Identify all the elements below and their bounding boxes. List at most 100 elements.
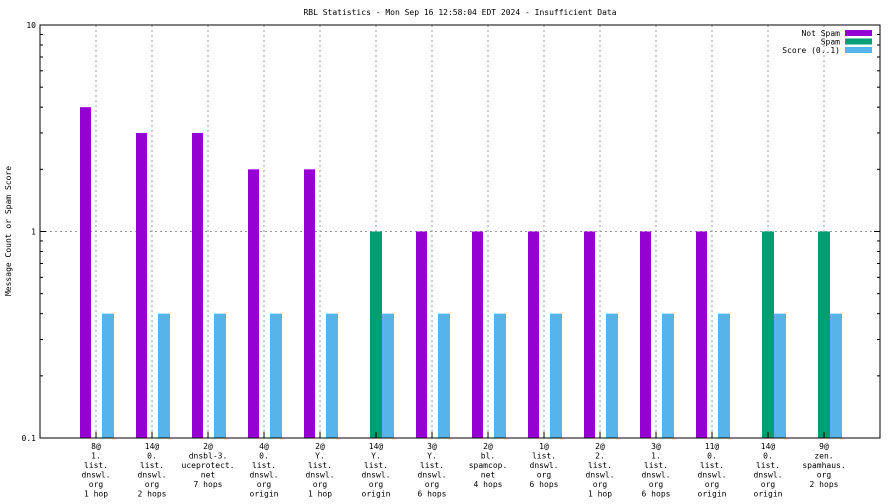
x-tick-label: list. bbox=[364, 461, 388, 470]
x-tick-label: 1 hop bbox=[84, 490, 108, 499]
bar-not-spam bbox=[584, 231, 595, 438]
bar-not-spam bbox=[416, 231, 427, 438]
bar-score- bbox=[326, 313, 338, 438]
bar-score- bbox=[102, 313, 114, 438]
x-tick-label: 2 hops bbox=[138, 490, 167, 499]
x-tick-label: origin bbox=[698, 490, 727, 499]
x-tick-label: list. bbox=[308, 461, 332, 470]
bar-score- bbox=[606, 313, 618, 438]
x-tick-label: 2@ bbox=[315, 442, 325, 451]
x-tick-label: dnswl. bbox=[586, 471, 615, 480]
x-tick-label: dnswl. bbox=[306, 471, 335, 480]
y-tick-label: 0.1 bbox=[22, 434, 37, 443]
x-tick-label: 3@ bbox=[427, 442, 437, 451]
x-tick-label: spamcop. bbox=[469, 461, 508, 470]
bar-not-spam bbox=[136, 132, 147, 438]
x-tick-label: list. bbox=[588, 461, 612, 470]
x-tick-label: dnswl. bbox=[418, 471, 447, 480]
bar-score- bbox=[214, 313, 226, 438]
x-tick-label: list. bbox=[84, 461, 108, 470]
x-tick-label: zen. bbox=[814, 452, 833, 461]
x-tick-label: 1 hop bbox=[308, 490, 332, 499]
x-tick-label: org bbox=[817, 471, 832, 480]
y-tick-label: 10 bbox=[26, 21, 36, 30]
bar-spam bbox=[370, 231, 382, 438]
bar-score- bbox=[550, 313, 562, 438]
x-tick-label: 11@ bbox=[705, 442, 720, 451]
x-tick-label: list. bbox=[420, 461, 444, 470]
bar-score- bbox=[382, 313, 394, 438]
x-tick-label: 7 hops bbox=[194, 480, 223, 489]
bar-not-spam bbox=[696, 231, 707, 438]
x-tick-label: origin bbox=[250, 490, 279, 499]
x-tick-label: 0. bbox=[763, 452, 773, 461]
x-tick-label: dnswl. bbox=[138, 471, 167, 480]
x-tick-label: list. bbox=[644, 461, 668, 470]
x-tick-label: 9@ bbox=[819, 442, 829, 451]
x-tick-label: 2@ bbox=[595, 442, 605, 451]
y-axis-label: Message Count or Spam Score bbox=[4, 166, 13, 296]
x-tick-label: 4@ bbox=[259, 442, 269, 451]
bar-score- bbox=[270, 313, 282, 438]
chart-title: RBL Statistics - Mon Sep 16 12:58:04 EDT… bbox=[303, 8, 616, 17]
x-tick-label: dnswl. bbox=[530, 461, 559, 470]
x-tick-label: org bbox=[425, 480, 440, 489]
x-tick-label: org bbox=[369, 480, 384, 489]
x-tick-label: org bbox=[89, 480, 104, 489]
bar-score- bbox=[494, 313, 506, 438]
x-tick-label: Y. bbox=[427, 452, 437, 461]
x-tick-label: Y. bbox=[371, 452, 381, 461]
x-tick-label: org bbox=[761, 480, 776, 489]
bar-score- bbox=[718, 313, 730, 438]
legend-label: Not Spam bbox=[801, 29, 840, 38]
bar-not-spam bbox=[472, 231, 483, 438]
x-tick-label: org bbox=[649, 480, 664, 489]
x-tick-label: origin bbox=[754, 490, 783, 499]
x-tick-label: 1. bbox=[91, 452, 101, 461]
legend-label: Score (0..1) bbox=[782, 46, 840, 55]
x-tick-label: org bbox=[537, 471, 552, 480]
legend-label: Spam bbox=[821, 38, 840, 47]
x-tick-label: 6 hops bbox=[530, 480, 559, 489]
x-tick-label: net bbox=[481, 471, 496, 480]
x-tick-label: spamhaus. bbox=[802, 461, 845, 470]
x-tick-label: dnswl. bbox=[250, 471, 279, 480]
x-tick-label: dnswl. bbox=[642, 471, 671, 480]
x-tick-label: org bbox=[705, 480, 720, 489]
x-tick-label: 6 hops bbox=[418, 490, 447, 499]
x-tick-label: bl. bbox=[481, 452, 495, 461]
x-tick-label: Y. bbox=[315, 452, 325, 461]
bar-not-spam bbox=[248, 169, 259, 438]
x-tick-label: 0. bbox=[707, 452, 717, 461]
x-tick-label: 2@ bbox=[483, 442, 493, 451]
bar-score- bbox=[662, 313, 674, 438]
x-tick-label: 1. bbox=[651, 452, 661, 461]
x-tick-label: list. bbox=[700, 461, 724, 470]
x-tick-label: 8@ bbox=[91, 442, 101, 451]
x-tick-label: 2. bbox=[595, 452, 605, 461]
x-tick-label: list. bbox=[532, 452, 556, 461]
x-tick-label: net bbox=[201, 471, 216, 480]
bar-not-spam bbox=[640, 231, 651, 438]
legend-swatch bbox=[845, 30, 872, 36]
x-tick-label: 3@ bbox=[651, 442, 661, 451]
x-tick-label: org bbox=[593, 480, 608, 489]
legend-swatch bbox=[845, 47, 872, 53]
x-tick-label: 4 hops bbox=[474, 480, 503, 489]
x-tick-label: 14@ bbox=[761, 442, 776, 451]
x-tick-label: dnswl. bbox=[82, 471, 111, 480]
x-tick-label: dnsbl-3. bbox=[189, 452, 228, 461]
x-tick-label: 14@ bbox=[369, 442, 384, 451]
x-tick-label: list. bbox=[756, 461, 780, 470]
y-tick-label: 1 bbox=[31, 228, 36, 237]
bar-spam bbox=[818, 231, 830, 438]
x-tick-label: origin bbox=[362, 490, 391, 499]
x-tick-label: 14@ bbox=[145, 442, 160, 451]
bar-score- bbox=[774, 313, 786, 438]
x-tick-label: org bbox=[145, 480, 160, 489]
x-tick-label: 6 hops bbox=[642, 490, 671, 499]
x-tick-label: 0. bbox=[259, 452, 269, 461]
bar-not-spam bbox=[528, 231, 539, 438]
x-tick-label: list. bbox=[252, 461, 276, 470]
